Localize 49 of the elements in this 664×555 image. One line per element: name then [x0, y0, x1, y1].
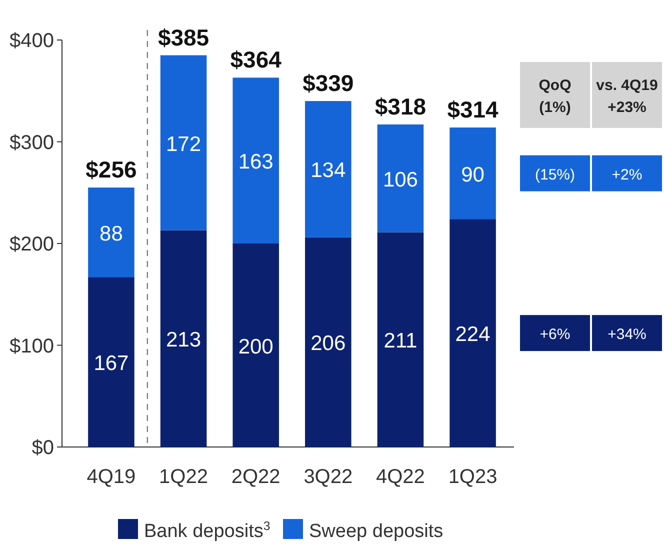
y-tick-label: $400 — [10, 30, 54, 52]
data-label: 213 — [166, 328, 202, 352]
bar — [232, 244, 279, 447]
y-tick-label: $300 — [10, 132, 54, 154]
total-label: $318 — [374, 93, 426, 120]
text: QoQ (1%) — [538, 77, 572, 116]
data-label: 211 — [384, 330, 418, 353]
data-label: 172 — [166, 132, 202, 156]
total-label: $385 — [158, 24, 210, 50]
bar — [377, 232, 424, 447]
text: +2% — [612, 166, 642, 184]
text: vs. 4Q19 +23% — [596, 77, 658, 116]
bar — [450, 219, 496, 447]
bar — [450, 128, 496, 220]
y-tick-label: $100 — [10, 335, 54, 358]
data-label: 90 — [461, 163, 484, 186]
data-label: 106 — [382, 168, 418, 192]
x-tick-label: 1Q23 — [448, 466, 498, 488]
bar — [232, 78, 279, 244]
total-label: $256 — [86, 156, 137, 183]
bar — [377, 124, 424, 232]
x-tick-label: 4Q19 — [86, 466, 136, 488]
x-tick-label: 1Q22 — [159, 466, 208, 488]
total-label: $314 — [447, 96, 499, 123]
data-label: 163 — [238, 150, 274, 174]
x-tick-label: 3Q22 — [304, 466, 353, 488]
data-label: 167 — [94, 352, 129, 376]
total-label: $339 — [302, 70, 354, 96]
y-tick-label: $0 — [32, 437, 54, 459]
y-tick-label: $200 — [10, 234, 54, 256]
bar — [160, 230, 207, 447]
x-tick-label: 2Q22 — [231, 466, 280, 488]
data-label: 88 — [100, 222, 123, 246]
data-label: 224 — [455, 323, 491, 346]
text: +6% — [540, 326, 570, 344]
legend-label: Bank deposits$^{3}$ — [144, 519, 270, 542]
bar — [305, 237, 352, 447]
data-label: 200 — [238, 335, 274, 358]
data-label: 206 — [310, 332, 346, 356]
x-tick-label: 4Q22 — [376, 466, 425, 488]
data-label: 134 — [310, 159, 346, 182]
legend-label: Sweep deposits — [309, 521, 444, 542]
bar — [88, 277, 134, 447]
bar — [160, 55, 207, 230]
text: +34% — [608, 326, 646, 344]
text: (15%) — [534, 166, 576, 184]
bar — [305, 101, 352, 238]
total-label: $364 — [230, 46, 282, 73]
bar — [88, 188, 134, 278]
